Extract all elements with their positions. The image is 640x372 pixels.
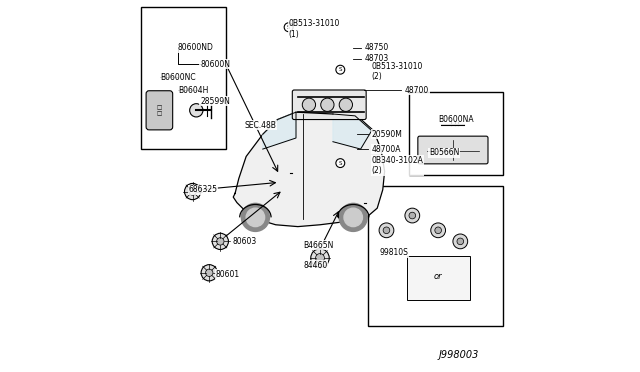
Text: SEC.48B: SEC.48B xyxy=(244,121,276,129)
Circle shape xyxy=(321,98,334,112)
Text: 48750: 48750 xyxy=(364,43,388,52)
Text: J998003: J998003 xyxy=(438,350,479,359)
Circle shape xyxy=(453,234,468,249)
Text: 80600ND: 80600ND xyxy=(178,43,214,52)
Text: 686325: 686325 xyxy=(188,185,217,194)
Circle shape xyxy=(189,104,203,117)
Polygon shape xyxy=(233,112,385,227)
Bar xyxy=(408,92,503,175)
Text: 80600N: 80600N xyxy=(200,60,230,69)
Circle shape xyxy=(246,208,264,227)
FancyBboxPatch shape xyxy=(418,136,488,164)
Circle shape xyxy=(201,264,218,281)
Text: S: S xyxy=(287,25,291,30)
Text: 20590M: 20590M xyxy=(372,130,403,139)
Polygon shape xyxy=(333,114,372,149)
Circle shape xyxy=(284,23,293,32)
Text: S: S xyxy=(339,161,342,166)
Circle shape xyxy=(205,269,213,276)
Text: 99810S: 99810S xyxy=(379,248,408,257)
Text: 0B513-31010
(1): 0B513-31010 (1) xyxy=(289,19,340,39)
Circle shape xyxy=(216,238,224,245)
Circle shape xyxy=(212,233,228,250)
Text: □
□: □ □ xyxy=(157,105,162,116)
Circle shape xyxy=(184,183,201,200)
Text: B4665N: B4665N xyxy=(303,241,334,250)
Bar xyxy=(141,7,226,149)
Circle shape xyxy=(431,223,445,238)
Text: 80603: 80603 xyxy=(232,237,257,246)
Circle shape xyxy=(344,208,362,227)
Text: 0B513-31010
(2): 0B513-31010 (2) xyxy=(372,62,423,81)
Polygon shape xyxy=(263,112,296,149)
Circle shape xyxy=(383,227,390,234)
Text: 28599N: 28599N xyxy=(200,97,230,106)
Text: S: S xyxy=(339,67,342,72)
Circle shape xyxy=(435,227,442,234)
Text: B0566N: B0566N xyxy=(429,148,460,157)
Circle shape xyxy=(457,238,463,245)
Circle shape xyxy=(336,159,345,167)
Circle shape xyxy=(302,98,316,112)
Circle shape xyxy=(241,203,269,231)
Text: 48703: 48703 xyxy=(364,54,388,63)
Circle shape xyxy=(409,212,415,219)
Circle shape xyxy=(379,223,394,238)
Circle shape xyxy=(339,203,367,231)
Circle shape xyxy=(405,208,420,223)
Text: B0600NA: B0600NA xyxy=(438,115,474,124)
Circle shape xyxy=(311,249,329,267)
Text: 84460: 84460 xyxy=(303,261,328,270)
Circle shape xyxy=(189,188,196,195)
Circle shape xyxy=(316,254,324,262)
Text: or: or xyxy=(434,272,442,281)
FancyBboxPatch shape xyxy=(292,90,366,119)
Text: B0604H: B0604H xyxy=(178,86,208,94)
FancyBboxPatch shape xyxy=(146,91,173,130)
Text: B0600NC: B0600NC xyxy=(161,73,196,81)
Circle shape xyxy=(336,65,345,74)
Text: 48700A: 48700A xyxy=(372,145,401,154)
Text: 48700: 48700 xyxy=(405,86,429,94)
Bar xyxy=(368,186,503,326)
Text: 80601: 80601 xyxy=(216,270,240,279)
Circle shape xyxy=(339,98,353,112)
Text: 0B340-3102A
(2): 0B340-3102A (2) xyxy=(372,156,424,175)
Bar xyxy=(407,256,470,301)
